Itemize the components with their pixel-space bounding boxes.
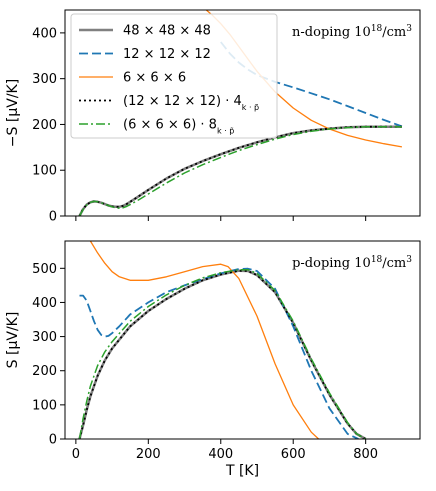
y-axis-label: −S [μV/K]	[5, 79, 21, 147]
x-axis-label: T [K]	[225, 463, 259, 479]
legend-label: 48 × 48 × 48	[123, 24, 211, 39]
y-tick-label: 300	[32, 72, 57, 87]
series-line-4	[78, 125, 402, 216]
y-tick-label: 200	[32, 118, 57, 133]
doping-annotation: n-doping 1018/cm3	[292, 24, 412, 40]
x-tick-label: 600	[281, 447, 306, 462]
panel-n-doping: 0 100 200 300 400 −S [μV/K] n-doping 1018/cm3 4…	[5, 9, 421, 225]
legend-label: (12 × 12 × 12) · 4k · p̃	[123, 94, 259, 112]
series-lines	[78, 241, 367, 439]
series-line-2	[89, 241, 320, 439]
series-line-0	[78, 269, 367, 439]
y-tick-label: 100	[32, 164, 57, 179]
legend-box	[70, 13, 278, 139]
y-tick-label: 0	[49, 210, 57, 225]
y-tick-label: 100	[32, 398, 57, 413]
x-tick-label: 400	[208, 447, 233, 462]
series-line-0	[78, 125, 402, 216]
y-tick-label: 500	[32, 262, 57, 277]
panel-p-doping: 0 200 400 600 800 0 100 200 300 400 500 S [μV/K] T […	[5, 240, 421, 479]
plot-frame	[64, 240, 421, 440]
plot-frame	[64, 9, 421, 217]
x-tick-label: 800	[353, 447, 378, 462]
legend: 48 × 48 × 48 12 × 12 × 12 6 × 6 × 6 (12 × 1…	[70, 13, 278, 139]
doping-annotation: p-doping 1018/cm3	[292, 255, 412, 271]
x-tick-label: 200	[136, 447, 161, 462]
y-tick-label: 0	[49, 433, 57, 448]
y-axis-label: S [μV/K]	[5, 312, 21, 369]
series-line-3	[78, 269, 367, 439]
y-tick-label: 200	[32, 364, 57, 379]
series-line-4	[78, 268, 367, 439]
series-line-1	[79, 267, 359, 439]
legend-label: (6 × 6 × 6) · 8k · p̃	[123, 118, 234, 136]
y-tick-label: 300	[32, 330, 57, 345]
legend-label: 12 × 12 × 12	[123, 47, 211, 62]
legend-label: 6 × 6 × 6	[123, 71, 186, 86]
y-tick-label: 400	[32, 296, 57, 311]
x-tick-label: 0	[72, 447, 80, 462]
y-tick-label: 400	[32, 26, 57, 41]
